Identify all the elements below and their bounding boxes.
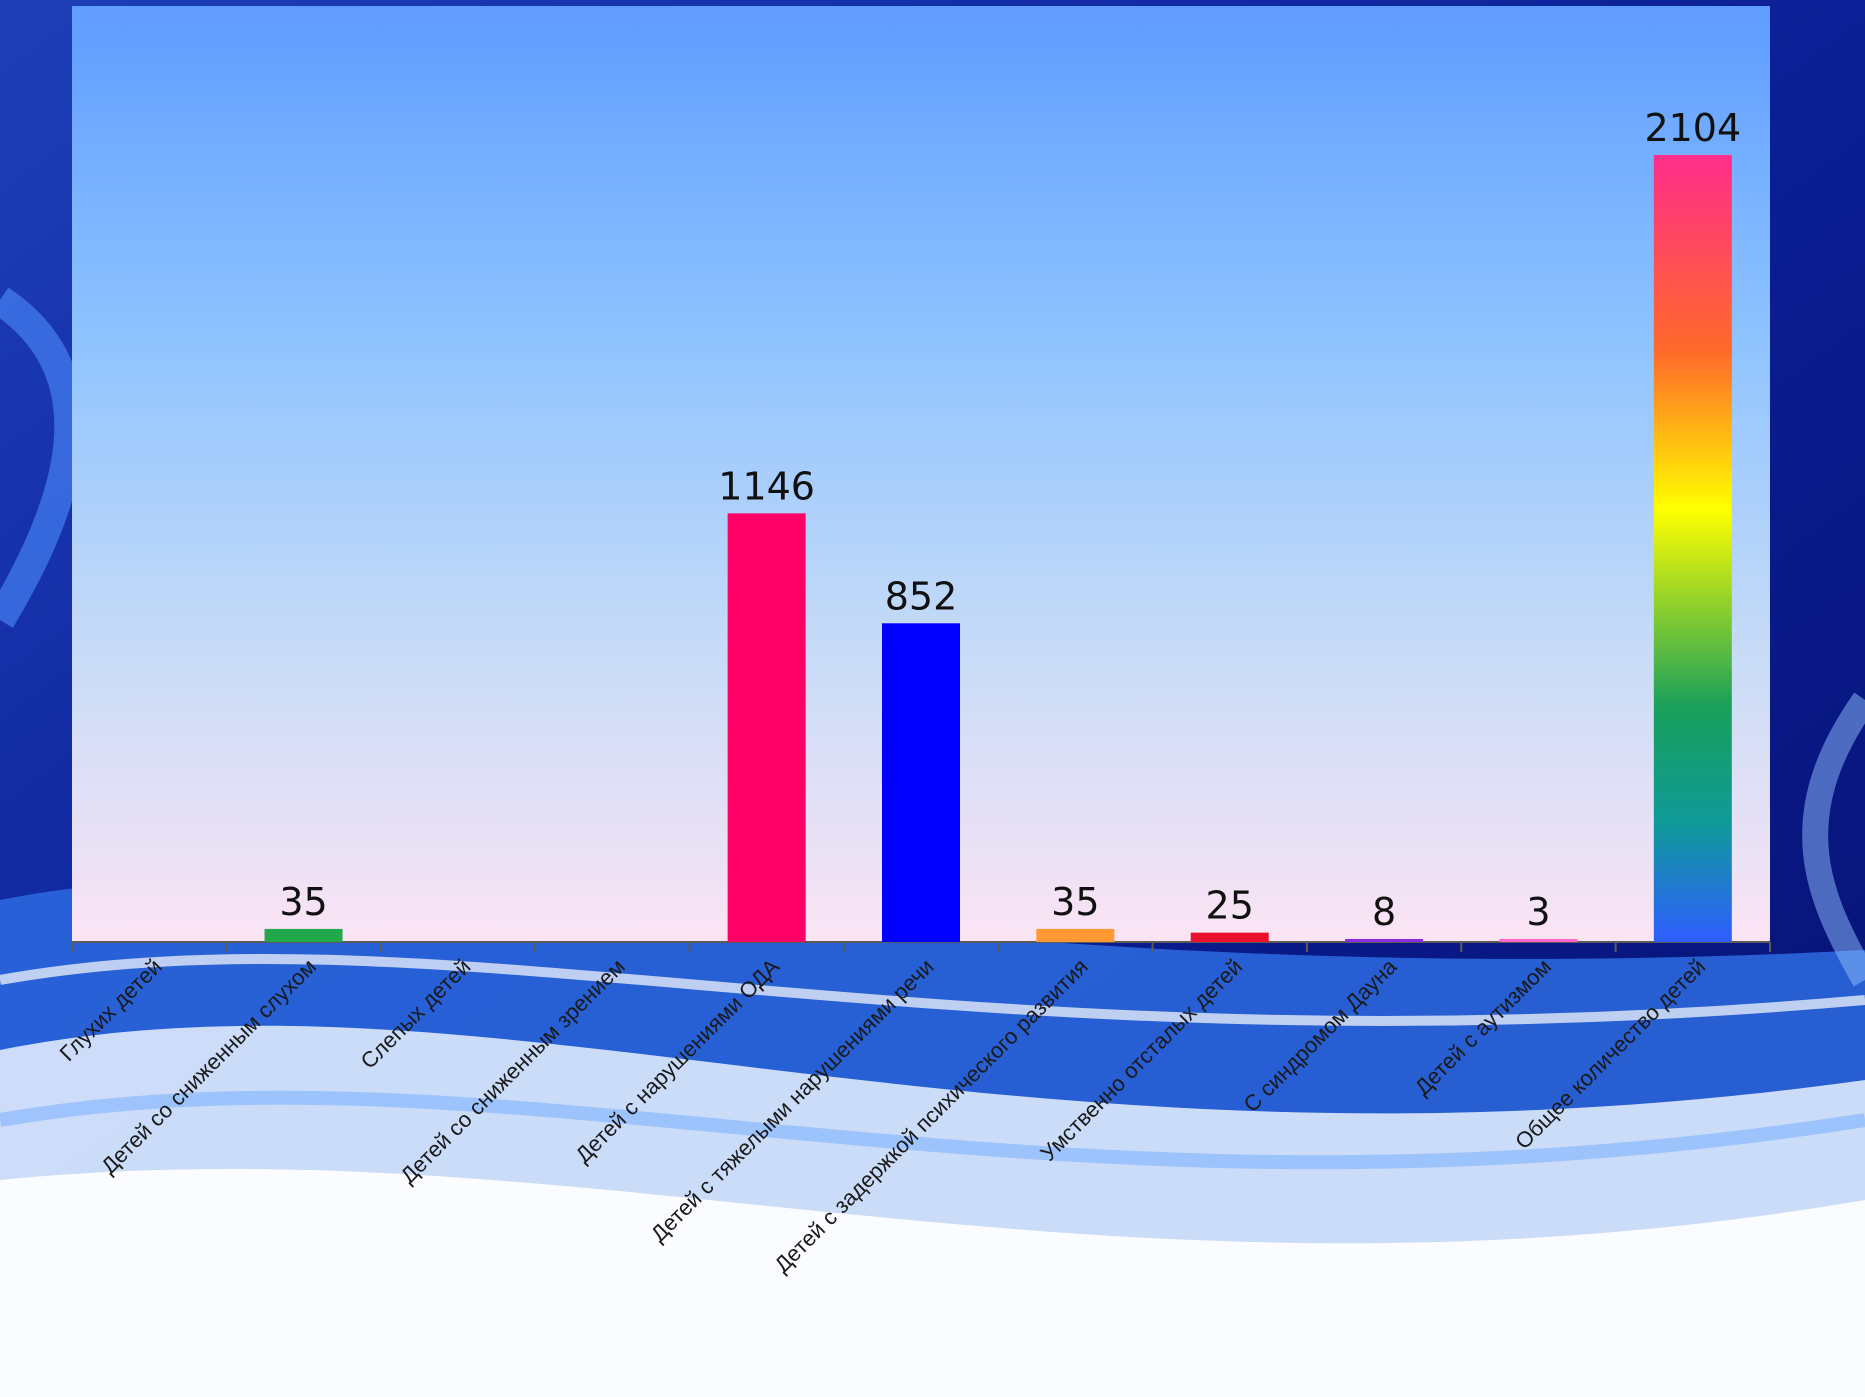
bar-5 (727, 513, 806, 942)
bar-2 (264, 928, 343, 942)
x-tick-label-3: Слепых детей (356, 954, 476, 1074)
x-tick-label-7: Детей с задержкой психического развития (769, 954, 1093, 1278)
bar-7 (1036, 928, 1115, 942)
bar-11 (1653, 155, 1732, 942)
data-label-9: 8 (1372, 890, 1396, 934)
data-label-2: 35 (279, 880, 327, 924)
bar-9 (1345, 939, 1424, 942)
data-label-8: 25 (1206, 884, 1254, 928)
bar-6 (882, 623, 960, 942)
data-label-11: 2104 (1644, 106, 1741, 150)
x-tick-label-9: С синдромом Дауна (1239, 953, 1403, 1117)
data-label-10: 3 (1526, 890, 1550, 934)
data-label-7: 35 (1051, 880, 1099, 924)
data-label-5: 1146 (718, 464, 815, 508)
x-tick-label-10: Детей с аутизмом (1410, 954, 1556, 1100)
bar-10 (1499, 939, 1578, 942)
data-label-6: 852 (885, 574, 958, 618)
bar-8 (1190, 932, 1269, 942)
x-tick-label-6: Детей с тяжелыми нарушениями речи (646, 954, 939, 1247)
x-tick-label-1: Глухих детей (55, 954, 167, 1066)
